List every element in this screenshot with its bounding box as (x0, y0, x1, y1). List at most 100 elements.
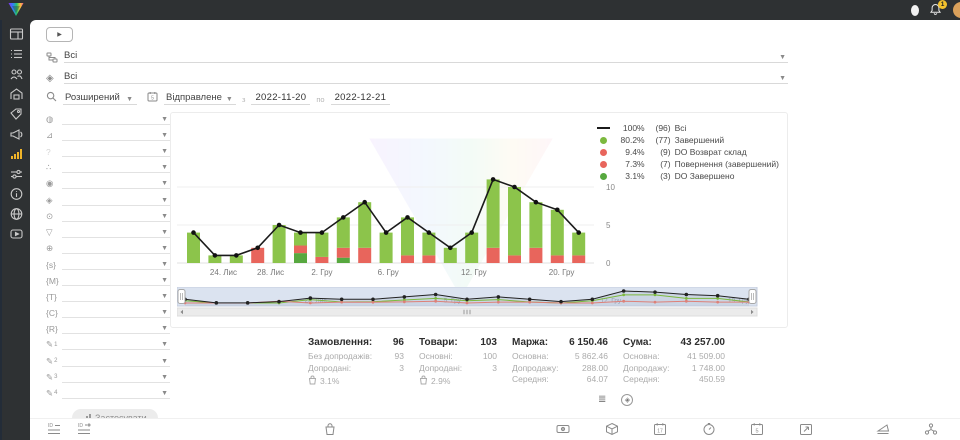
filter-input[interactable]: ▼ (62, 116, 170, 126)
sidebar-item-analytics[interactable] (5, 148, 27, 162)
filter-select-geo-globe[interactable]: ⊕ ▼ (46, 238, 170, 254)
filter-select-source-globe[interactable]: ◍ ▼ (46, 109, 170, 126)
legend-item-2[interactable]: 9.4% (9) DO Возврат склад (596, 146, 779, 158)
svg-text:2. Гру: 2. Гру (311, 268, 332, 277)
orders-list-view-toggle[interactable]: ≣ (598, 394, 607, 405)
navigator-handle-left[interactable] (177, 289, 186, 304)
navigator-scrollbar[interactable] (177, 307, 758, 317)
sidebar-item-dashboard[interactable] (5, 27, 27, 42)
filter-input[interactable]: ▼ (62, 293, 170, 303)
legend-count: (9) (660, 147, 671, 157)
price-tag-icon (9, 107, 24, 124)
stat-sub-label: Допродажу: (623, 362, 670, 373)
source-filter-select[interactable]: Всі ▼ (46, 47, 788, 63)
bottom-toolbar-package-button[interactable] (604, 422, 620, 438)
bottom-toolbar-structure-button[interactable] (923, 422, 939, 438)
filter-input[interactable]: ▼ (62, 132, 170, 142)
filter-input[interactable]: ▼ (62, 390, 170, 399)
filter-input[interactable]: ▼ (62, 309, 170, 319)
filter-input[interactable]: ▼ (62, 197, 170, 206)
bottom-toolbar-money-visibility-button[interactable] (555, 422, 571, 438)
filter-input[interactable]: ▼ (62, 261, 170, 270)
date-to-input[interactable]: 2022-12-21 (330, 92, 391, 105)
chart-legend: 100% (96) Всі 80.2% (77) Завершений 9.4% (9) DO … (596, 122, 779, 182)
filter-input[interactable]: ▼ (62, 229, 170, 238)
chevron-down-icon: ▼ (161, 341, 168, 349)
sidebar-item-customers[interactable] (5, 68, 27, 82)
sidebar-item-info[interactable] (5, 187, 27, 202)
stat-title-row: Маржа: 6 150.46 (512, 337, 608, 348)
filter-select-brace-c[interactable]: {C} ▼ (46, 302, 170, 319)
bottom-toolbar-calendar-export-button[interactable] (798, 422, 814, 438)
filter-select-brace-t[interactable]: {T} ▼ (46, 286, 170, 303)
filter-input[interactable]: ▼ (62, 358, 170, 367)
filter-select-brace-s[interactable]: {s} ▼ (46, 254, 170, 270)
filter-select-brace-m[interactable]: {M} ▼ (46, 270, 170, 287)
bottom-toolbar-bag-button[interactable] (322, 422, 338, 438)
filter-select-brace-r[interactable]: {R} ▼ (46, 318, 170, 335)
search-mode-select[interactable]: Розширений ▼ (63, 92, 137, 105)
navigator-handle-right[interactable] (748, 289, 757, 304)
products-view-toggle[interactable]: ◈ (621, 394, 634, 406)
stat-upsell-percent: 3.1% (320, 376, 340, 386)
filter-select-status-ruler[interactable]: ⊿ ▼ (46, 125, 170, 142)
status-ruler-icon: ⊿ (46, 130, 54, 141)
bottom-toolbar-calendar-date-button[interactable]: 17 (652, 422, 668, 438)
legend-count: (3) (660, 171, 671, 181)
sidebar-item-orders-list[interactable] (5, 48, 27, 62)
filter-select-custom-field-3[interactable]: ✎ 3 ▼ (46, 367, 170, 383)
chevron-down-icon: ▼ (161, 244, 168, 252)
sidebar-item-warehouse[interactable] (5, 87, 27, 102)
filter-input[interactable]: ▼ (62, 374, 170, 383)
stacked-bar-line-chart[interactable]: 0 5 10 24. Лис 28. Лис 2. Гру 6. Гру 12. Гру 20.… (175, 113, 787, 281)
filter-select-visibility-eye[interactable]: ⊙ ▼ (46, 206, 170, 222)
bottom-toolbar-orders-by-id-button[interactable]: ID (46, 422, 62, 438)
filter-input[interactable]: ▼ (62, 148, 170, 158)
notifications-bell-icon[interactable]: 1 (929, 0, 947, 17)
filter-input[interactable]: ▼ (62, 213, 170, 222)
sidebar-item-settings-sliders[interactable] (5, 168, 27, 182)
filter-select-custom-field-4[interactable]: ✎ 4 ▼ (46, 383, 170, 399)
legend-item-0[interactable]: 100% (96) Всі (596, 122, 779, 134)
bottom-toolbar-status-ruler-button[interactable] (875, 422, 891, 438)
product-filter-select[interactable]: ◈ Всі ▼ (46, 68, 788, 84)
chevron-down-icon: ▼ (779, 75, 786, 82)
filter-input[interactable]: ▼ (62, 164, 170, 174)
filter-input[interactable]: ▼ (62, 245, 170, 254)
filter-input[interactable]: ▼ (62, 277, 170, 287)
legend-item-1[interactable]: 80.2% (77) Завершений (596, 134, 779, 146)
filter-select-custom-field-2[interactable]: ✎ 2 ▼ (46, 350, 170, 367)
chevron-down-icon: ▼ (161, 309, 168, 317)
custom-field-icon: ✎ 4 (46, 387, 58, 398)
avatar[interactable] (953, 2, 960, 18)
sidebar-item-announcement[interactable] (5, 128, 27, 142)
bottom-toolbar-calendar-sent-button[interactable]: 5 (749, 422, 765, 438)
video-tutorial-button[interactable]: ▶ (46, 27, 73, 42)
chevron-down-icon: ▼ (161, 164, 168, 172)
filter-select-structure[interactable]: ∴ ▼ (46, 157, 170, 174)
bottom-toolbar-timer-button[interactable] (701, 422, 717, 438)
filter-select-manager-id[interactable]: ◉ ▼ (46, 173, 170, 190)
filter-select-custom-field-1[interactable]: ✎ 1 ▼ (46, 334, 170, 351)
filter-select-question[interactable]: ? ▼ (46, 141, 170, 158)
sidebar-item-integrations-globe[interactable] (5, 207, 27, 222)
legend-item-4[interactable]: 3.1% (3) DO Завершено (596, 170, 779, 182)
sidebar-item-video-tutorials[interactable] (5, 228, 27, 242)
chart-range-navigator[interactable]: 28. Лис 5. Гру 12. Гру 19. Гру (177, 287, 781, 319)
legend-item-3[interactable]: 7.3% (7) Повернення (завершений) (596, 158, 779, 170)
user-icon[interactable] (911, 4, 919, 16)
date-field-select[interactable]: Відправлене ▼ (164, 92, 236, 105)
app-logo-icon[interactable] (7, 2, 25, 20)
filter-select-funnel[interactable]: ▽ ▼ (46, 222, 170, 238)
filter-input[interactable]: ▼ (62, 341, 170, 351)
filter-input[interactable]: ▼ (62, 180, 170, 190)
date-from-input[interactable]: 2022-11-20 (251, 92, 311, 105)
bottom-toolbar-orders-by-id-alt-button[interactable]: ID (76, 422, 92, 438)
sidebar-item-price-tag[interactable] (5, 107, 27, 124)
stat-column-3: Маржа: 6 150.46 Основна: 5 862.46 Допродажу:… (512, 337, 608, 387)
filter-select-product-cube[interactable]: ◈ ▼ (46, 189, 170, 206)
filter-input[interactable]: ▼ (62, 325, 170, 335)
svg-text:12. Гру: 12. Гру (600, 298, 622, 305)
stat-sub-label: Допродані: (308, 362, 352, 373)
custom-field-number: 3 (54, 374, 58, 381)
